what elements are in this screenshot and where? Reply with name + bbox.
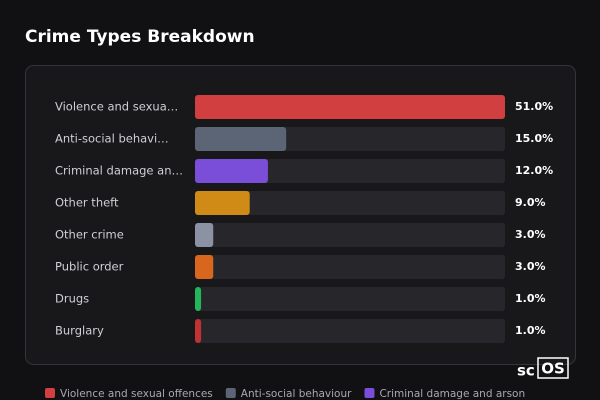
legend-swatch (364, 388, 375, 398)
category-label: Violence and sexua… (55, 100, 178, 114)
legend-swatch (45, 388, 55, 398)
bar (195, 255, 214, 279)
legend-label: Criminal damage and arson (379, 388, 525, 400)
bar (195, 191, 250, 215)
bar-track (195, 159, 505, 183)
bar-track (195, 319, 505, 343)
legend-label: Violence and sexual offences (60, 388, 213, 400)
bar (195, 127, 287, 151)
category-label: Anti-social behavi… (55, 132, 169, 146)
category-label: Drugs (55, 292, 89, 306)
watermark-box (537, 357, 569, 379)
category-label: Criminal damage an… (55, 164, 183, 178)
bar-track (195, 255, 505, 279)
bar (195, 95, 505, 119)
value-label: 3.0% (515, 228, 546, 241)
watermark: sc (517, 362, 535, 380)
value-label: 51.0% (515, 100, 553, 113)
category-label: Other crime (55, 228, 124, 242)
value-label: 1.0% (515, 292, 546, 305)
category-label: Other theft (55, 196, 119, 210)
value-label: 3.0% (515, 260, 546, 273)
bar-track (195, 223, 505, 247)
bar (195, 159, 268, 183)
value-label: 9.0% (515, 196, 546, 209)
category-label: Public order (55, 260, 124, 274)
category-label: Burglary (55, 324, 104, 338)
bar (195, 287, 202, 311)
value-label: 1.0% (515, 324, 546, 337)
value-label: 12.0% (515, 164, 553, 177)
value-label: 15.0% (515, 132, 553, 145)
watermark: OS (541, 360, 565, 378)
bar (195, 319, 202, 343)
bar-track (195, 287, 505, 311)
chart-title: Crime Types Breakdown (25, 27, 255, 47)
bar-track (195, 191, 505, 215)
bar (195, 223, 214, 247)
legend-label: Anti-social behaviour (241, 388, 352, 400)
legend-swatch (225, 388, 236, 398)
